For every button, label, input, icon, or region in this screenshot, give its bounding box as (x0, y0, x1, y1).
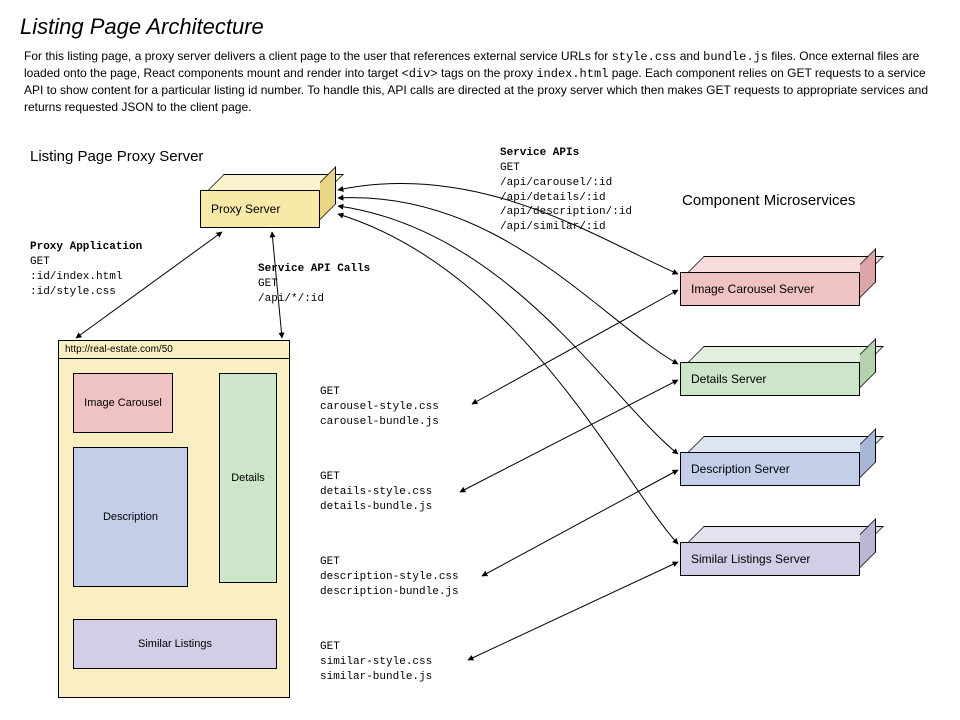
desc-code: <div> (402, 67, 438, 81)
block-line: similar-style.css (320, 655, 432, 670)
description-server-node: Description Server (680, 436, 876, 486)
proxy-server-node: Proxy Server (200, 174, 336, 228)
microservices-heading: Component Microservices (682, 192, 855, 209)
block-line: description-bundle.js (320, 585, 459, 600)
cube-label: Similar Listings Server (680, 542, 860, 576)
panel-label: Details (231, 472, 265, 484)
cube-label: Image Carousel Server (680, 272, 860, 306)
details-files-block: GET details-style.css details-bundle.js (320, 470, 432, 515)
desc-code: bundle.js (703, 50, 768, 64)
block-line: /api/similar/:id (500, 220, 632, 235)
proxy-section-heading: Listing Page Proxy Server (30, 148, 203, 165)
block-line: :id/index.html (30, 270, 142, 285)
block-line: GET (30, 255, 142, 270)
panel-label: Description (103, 511, 158, 523)
block-line: /api/*/:id (258, 292, 370, 307)
cube-label: Proxy Server (200, 190, 320, 228)
desc-code: index.html (536, 67, 608, 81)
similar-panel: Similar Listings (73, 619, 277, 669)
carousel-server-node: Image Carousel Server (680, 256, 876, 306)
block-line: GET (258, 277, 370, 292)
block-line: similar-bundle.js (320, 670, 432, 685)
panel-label: Similar Listings (138, 638, 212, 650)
browser-window: http://real-estate.com/50 Image Carousel… (58, 340, 290, 698)
carousel-panel: Image Carousel (73, 373, 173, 433)
browser-viewport: Image Carousel Details Description Simil… (59, 359, 289, 697)
carousel-files-block: GET carousel-style.css carousel-bundle.j… (320, 385, 439, 430)
block-line: GET (320, 470, 432, 485)
page-title: Listing Page Architecture (20, 14, 264, 40)
description-panel: Description (73, 447, 188, 587)
description-files-block: GET description-style.css description-bu… (320, 555, 459, 600)
block-line: /api/details/:id (500, 191, 632, 206)
desc-text: tags on the proxy (438, 66, 537, 80)
block-line: description-style.css (320, 570, 459, 585)
browser-url-bar: http://real-estate.com/50 (59, 341, 289, 359)
details-panel: Details (219, 373, 277, 583)
similar-server-node: Similar Listings Server (680, 526, 876, 576)
service-api-calls-block: Service API Calls GET /api/*/:id (258, 262, 370, 307)
block-line: GET (320, 555, 459, 570)
details-server-node: Details Server (680, 346, 876, 396)
desc-code: style.css (612, 50, 677, 64)
block-line: details-bundle.js (320, 500, 432, 515)
block-line: carousel-bundle.js (320, 415, 439, 430)
desc-text: For this listing page, a proxy server de… (24, 49, 612, 63)
block-line: GET (320, 385, 439, 400)
description-paragraph: For this listing page, a proxy server de… (24, 48, 934, 115)
desc-text: and (676, 49, 703, 63)
block-title: Service APIs (500, 146, 632, 161)
service-apis-block: Service APIs GET /api/carousel/:id /api/… (500, 146, 632, 235)
block-title: Proxy Application (30, 240, 142, 255)
cube-label: Description Server (680, 452, 860, 486)
proxy-application-block: Proxy Application GET :id/index.html :id… (30, 240, 142, 299)
block-line: /api/carousel/:id (500, 176, 632, 191)
block-line: carousel-style.css (320, 400, 439, 415)
cube-label: Details Server (680, 362, 860, 396)
block-line: GET (320, 640, 432, 655)
block-title: Service API Calls (258, 262, 370, 277)
similar-files-block: GET similar-style.css similar-bundle.js (320, 640, 432, 685)
block-line: details-style.css (320, 485, 432, 500)
block-line: :id/style.css (30, 285, 142, 300)
block-line: /api/description/:id (500, 205, 632, 220)
block-line: GET (500, 161, 632, 176)
panel-label: Image Carousel (84, 397, 162, 409)
